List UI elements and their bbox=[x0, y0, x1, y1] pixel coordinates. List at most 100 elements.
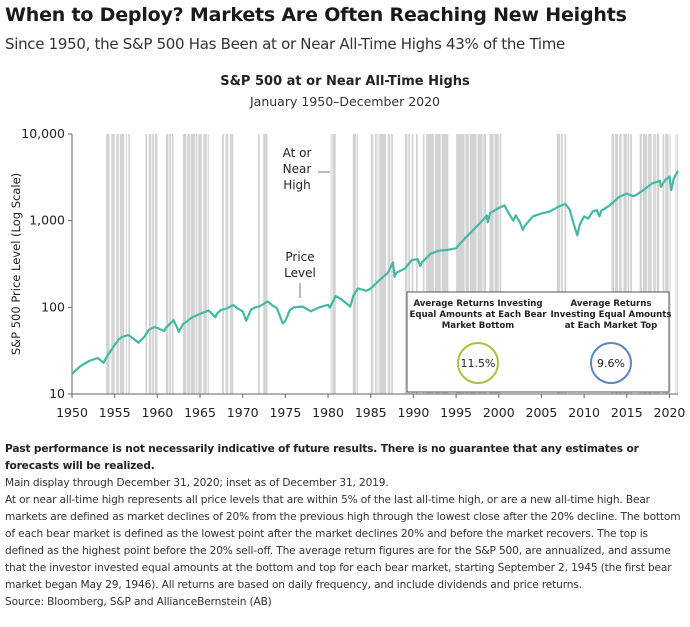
chart-title: S&P 500 at or Near All-Time Highs bbox=[220, 74, 470, 89]
near-high-band bbox=[561, 134, 563, 394]
near-high-label: At or bbox=[283, 146, 312, 160]
near-high-band bbox=[165, 134, 169, 394]
near-high-band bbox=[662, 134, 665, 394]
near-high-band bbox=[154, 134, 158, 394]
near-high-band bbox=[148, 134, 152, 394]
near-high-band bbox=[119, 134, 125, 394]
inset-right-value: 9.6% bbox=[597, 357, 625, 370]
sp500-log-line-chart: 10 100 1,000 10,000 1950 1955 1960 1965 1970 1975… bbox=[9, 126, 686, 420]
near-high-band bbox=[499, 134, 502, 394]
inset-left-value: 11.5% bbox=[461, 357, 496, 370]
near-high-band bbox=[656, 134, 660, 394]
near-high-band bbox=[225, 134, 229, 394]
near-high-label: Near bbox=[283, 162, 312, 176]
near-high-band bbox=[330, 134, 332, 394]
near-high-band bbox=[222, 134, 224, 394]
x-tick-label: 1965 bbox=[184, 405, 216, 420]
near-high-band bbox=[556, 134, 561, 394]
x-tick-label: 1975 bbox=[269, 405, 301, 420]
near-high-band bbox=[653, 134, 656, 394]
x-tick-label: 1970 bbox=[227, 405, 259, 420]
x-tick-label: 2010 bbox=[568, 405, 600, 420]
near-high-band bbox=[639, 134, 643, 394]
near-high-band bbox=[619, 134, 622, 394]
near-high-band bbox=[469, 134, 477, 394]
footnotes: Past performance is not necessarily indi… bbox=[5, 441, 685, 611]
price-level-label: Price bbox=[285, 250, 314, 264]
near-high-band bbox=[152, 134, 154, 394]
near-high-band bbox=[111, 134, 115, 394]
x-tick-label: 2015 bbox=[611, 405, 643, 420]
near-high-band bbox=[611, 134, 614, 394]
near-high-band bbox=[669, 134, 671, 394]
near-high-band bbox=[106, 134, 110, 394]
page-title: When to Deploy? Markets Are Often Reachi… bbox=[5, 4, 627, 26]
near-high-band bbox=[648, 134, 652, 394]
y-tick-label: 100 bbox=[41, 299, 65, 314]
near-high-band bbox=[643, 134, 648, 394]
price-level-label: Level bbox=[284, 266, 316, 280]
near-high-band bbox=[198, 134, 202, 394]
near-high-band bbox=[404, 134, 408, 394]
near-high-band bbox=[483, 134, 486, 394]
near-high-band bbox=[426, 134, 434, 394]
near-high-band bbox=[229, 134, 234, 394]
display-note-text: Main display through December 31, 2020; … bbox=[5, 477, 389, 489]
near-high-band bbox=[456, 134, 465, 394]
near-high-band bbox=[411, 134, 414, 394]
disclaimer-text: Past performance is not necessarily indi… bbox=[5, 443, 639, 472]
near-high-band bbox=[675, 134, 677, 394]
x-tick-label: 1990 bbox=[398, 405, 430, 420]
near-high-band bbox=[677, 134, 679, 394]
source-text: Source: Bloomberg, S&P and AllianceBerns… bbox=[5, 596, 272, 608]
near-high-band bbox=[190, 134, 195, 394]
x-tick-label: 1960 bbox=[141, 405, 173, 420]
near-high-label: High bbox=[283, 178, 311, 192]
near-high-band bbox=[441, 134, 449, 394]
near-high-label-bg bbox=[278, 143, 318, 195]
near-high-band bbox=[370, 134, 374, 394]
near-high-band bbox=[465, 134, 469, 394]
near-high-band bbox=[195, 134, 198, 394]
near-high-band bbox=[352, 134, 357, 394]
inset-right-label: Investing Equal Amounts bbox=[550, 310, 671, 320]
x-tick-label: 2020 bbox=[654, 405, 686, 420]
near-high-band bbox=[630, 134, 632, 394]
near-high-band bbox=[187, 134, 190, 394]
near-high-band bbox=[665, 134, 669, 394]
near-high-band bbox=[128, 134, 131, 394]
inset-left-label: Average Returns Investing bbox=[413, 299, 542, 309]
near-high-band bbox=[623, 134, 627, 394]
x-tick-label: 1980 bbox=[312, 405, 344, 420]
inset-left-label: Equal Amounts at Each Bear bbox=[409, 310, 547, 320]
near-high-band bbox=[332, 134, 336, 394]
near-high-band bbox=[415, 134, 418, 394]
near-high-band bbox=[203, 134, 207, 394]
inset-right-circle bbox=[590, 342, 632, 384]
near-high-band bbox=[145, 134, 148, 394]
near-high-band bbox=[494, 134, 499, 394]
x-tick-label: 1985 bbox=[355, 405, 387, 420]
near-high-band bbox=[627, 134, 630, 394]
near-high-band bbox=[377, 134, 379, 394]
near-high-band bbox=[489, 134, 494, 394]
near-high-band bbox=[171, 134, 174, 394]
near-high-band bbox=[564, 134, 567, 394]
near-high-band bbox=[477, 134, 483, 394]
near-high-band bbox=[258, 134, 260, 394]
near-high-band bbox=[387, 134, 391, 394]
near-high-band bbox=[182, 134, 187, 394]
y-tick-label: 10,000 bbox=[21, 126, 65, 141]
x-tick-label: 1955 bbox=[99, 405, 131, 420]
near-high-band bbox=[125, 134, 127, 394]
near-high-band bbox=[422, 134, 425, 394]
x-tick-label: 1995 bbox=[440, 405, 472, 420]
y-tick-label: 10 bbox=[49, 386, 65, 401]
inset-right-label: Average Returns bbox=[571, 299, 652, 309]
page-subtitle: Since 1950, the S&P 500 Has Been at or N… bbox=[5, 35, 565, 53]
inset-left-label: Market Bottom bbox=[442, 321, 515, 331]
chart-subtitle: January 1950–December 2020 bbox=[249, 94, 441, 109]
inset-right-label: at Each Market Top bbox=[565, 321, 658, 331]
inset-left-circle bbox=[457, 342, 499, 384]
